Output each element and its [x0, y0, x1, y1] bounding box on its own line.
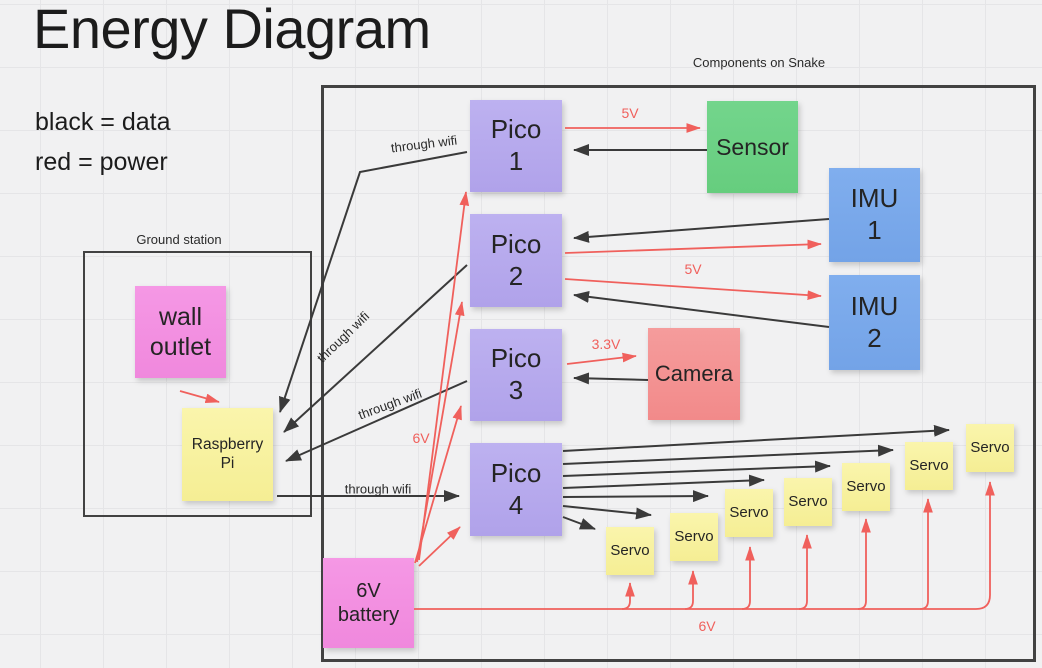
servo-7-label: Servo	[970, 438, 1010, 456]
servo-1-label: Servo	[610, 541, 650, 559]
voltage-label-rail-6v: 6V	[698, 618, 716, 634]
note-pico-2[interactable]: Pico 2	[470, 214, 562, 307]
pico-4-label: Pico 4	[490, 457, 542, 520]
wifi-label-pico4: through wifi	[344, 481, 412, 497]
snake-frame-label: Components on Snake	[692, 55, 826, 70]
sensor-label: Sensor	[716, 133, 789, 160]
note-imu-1[interactable]: IMU 1	[829, 168, 920, 262]
note-6v-battery[interactable]: 6V battery	[323, 558, 414, 648]
page-title: Energy Diagram	[33, 0, 431, 60]
note-wall-outlet[interactable]: wall outlet	[135, 286, 226, 378]
note-pico-1[interactable]: Pico 1	[470, 100, 562, 192]
pico-3-label: Pico 3	[490, 343, 542, 405]
servo-5-label: Servo	[846, 477, 886, 495]
note-pico-4[interactable]: Pico 4	[470, 443, 562, 536]
pico-2-label: Pico 2	[490, 228, 542, 291]
imu-2-label: IMU 2	[850, 290, 899, 353]
note-servo-4[interactable]: Servo	[784, 478, 832, 526]
legend-black-data: black = data	[35, 108, 171, 136]
battery-label: 6V battery	[337, 579, 400, 626]
servo-3-label: Servo	[729, 503, 769, 521]
note-servo-7[interactable]: Servo	[966, 424, 1014, 472]
voltage-label-sensor-5v: 5V	[621, 105, 639, 121]
servo-2-label: Servo	[674, 527, 714, 545]
note-servo-6[interactable]: Servo	[905, 442, 953, 490]
legend-red-power: red = power	[35, 148, 168, 176]
note-pico-3[interactable]: Pico 3	[470, 329, 562, 421]
note-servo-5[interactable]: Servo	[842, 463, 890, 511]
servo-6-label: Servo	[909, 456, 949, 474]
raspberry-pi-label: Raspberry Pi	[191, 435, 264, 472]
wall-outlet-label: wall outlet	[149, 302, 212, 362]
note-camera[interactable]: Camera	[648, 328, 740, 420]
note-servo-1[interactable]: Servo	[606, 527, 654, 575]
note-servo-2[interactable]: Servo	[670, 513, 718, 561]
note-servo-3[interactable]: Servo	[725, 489, 773, 537]
camera-label: Camera	[654, 360, 734, 386]
note-raspberry-pi[interactable]: Raspberry Pi	[182, 408, 273, 501]
note-sensor[interactable]: Sensor	[707, 101, 798, 193]
ground-frame-label: Ground station	[136, 232, 222, 247]
voltage-label-pico-6v: 6V	[412, 430, 430, 446]
note-imu-2[interactable]: IMU 2	[829, 275, 920, 370]
servo-4-label: Servo	[788, 492, 828, 510]
pico-1-label: Pico 1	[490, 114, 542, 176]
voltage-label-camera-3v3: 3.3V	[591, 336, 621, 352]
imu-1-label: IMU 1	[850, 183, 899, 245]
voltage-label-imu-5v: 5V	[684, 261, 702, 277]
